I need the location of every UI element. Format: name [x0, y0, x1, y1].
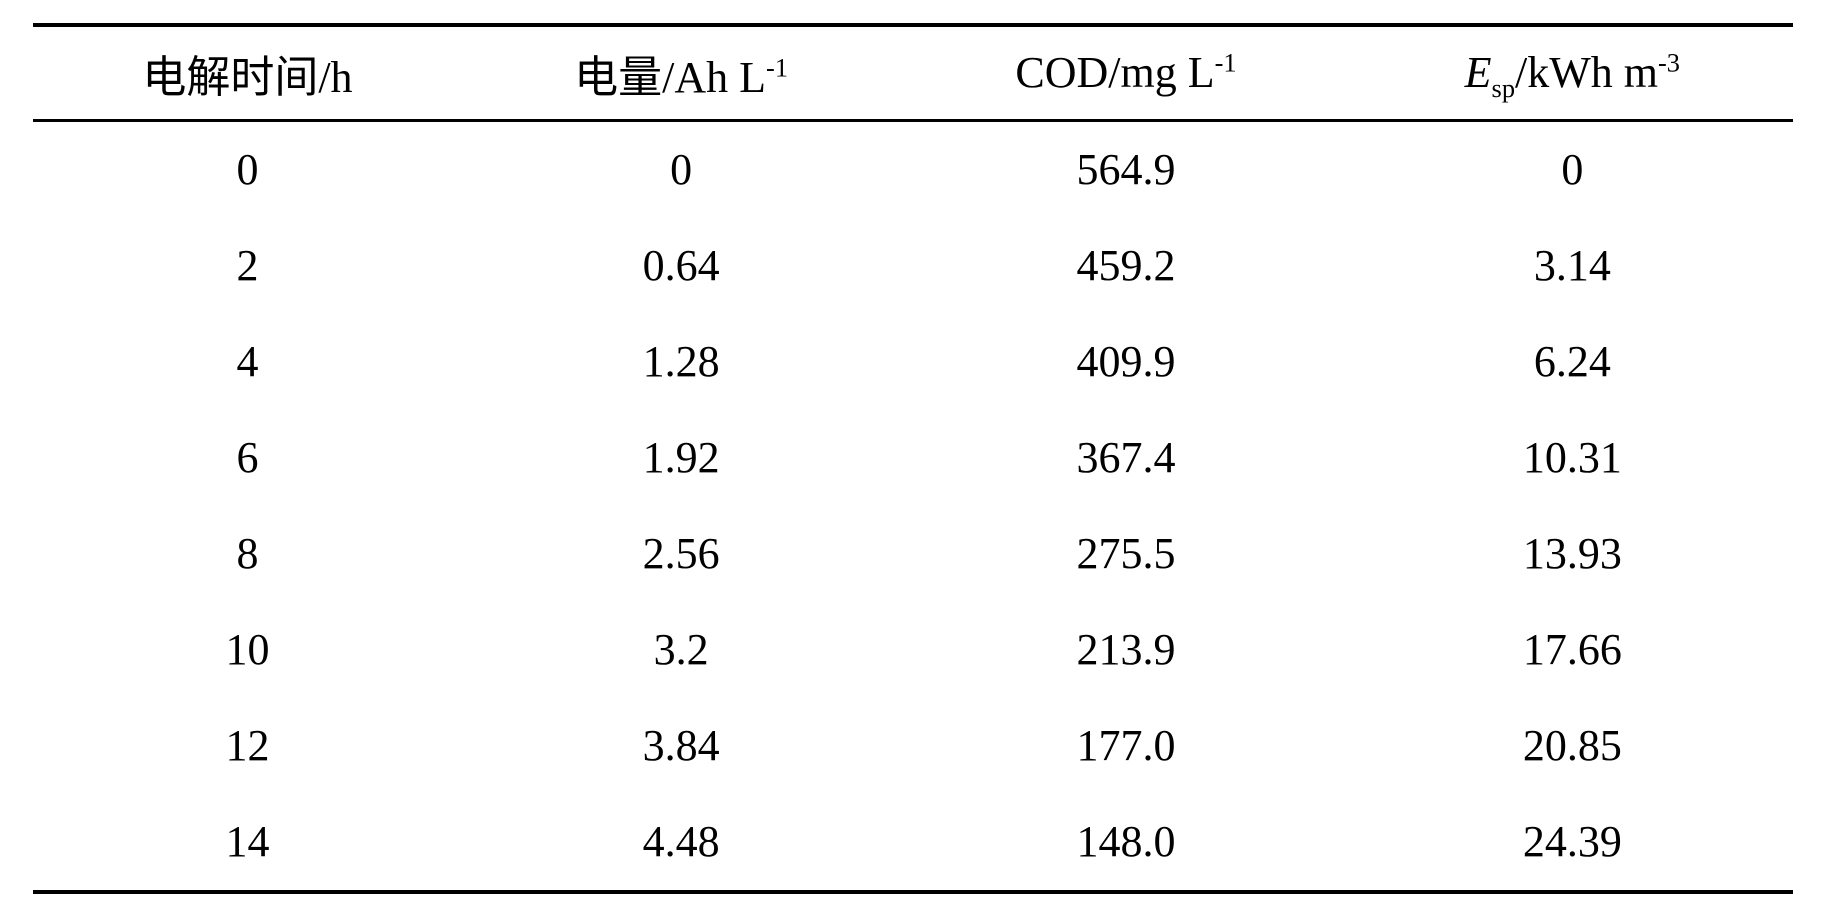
table-row: 10 3.2 213.9 17.66: [33, 602, 1793, 698]
table-cell: 17.66: [1352, 602, 1792, 698]
table-cell: 2: [33, 218, 463, 314]
table-header-row: 电解时间/h 电量/Ah L-1 COD/mg L-1 Esp/kWh m-3: [33, 25, 1793, 121]
table-cell: 148.0: [900, 794, 1352, 892]
col-header-2: COD/mg L-1: [900, 25, 1352, 121]
table-cell: 367.4: [900, 410, 1352, 506]
table-cell: 1.28: [462, 314, 899, 410]
table-cell: 177.0: [900, 698, 1352, 794]
table-cell: 4.48: [462, 794, 899, 892]
table-cell: 6.24: [1352, 314, 1792, 410]
table-cell: 10.31: [1352, 410, 1792, 506]
table-row: 2 0.64 459.2 3.14: [33, 218, 1793, 314]
table-cell: 1.92: [462, 410, 899, 506]
table-cell: 2.56: [462, 506, 899, 602]
table-row: 8 2.56 275.5 13.93: [33, 506, 1793, 602]
table-cell: 12: [33, 698, 463, 794]
table-cell: 0: [1352, 120, 1792, 218]
col-header-3: Esp/kWh m-3: [1352, 25, 1792, 121]
table-cell: 3.14: [1352, 218, 1792, 314]
data-table: 电解时间/h 电量/Ah L-1 COD/mg L-1 Esp/kWh m-3 …: [33, 23, 1793, 894]
table-cell: 459.2: [900, 218, 1352, 314]
table-container: 电解时间/h 电量/Ah L-1 COD/mg L-1 Esp/kWh m-3 …: [0, 0, 1825, 916]
table-cell: 409.9: [900, 314, 1352, 410]
table-cell: 20.85: [1352, 698, 1792, 794]
table-cell: 213.9: [900, 602, 1352, 698]
table-cell: 14: [33, 794, 463, 892]
table-cell: 0: [33, 120, 463, 218]
table-row: 12 3.84 177.0 20.85: [33, 698, 1793, 794]
table-row: 6 1.92 367.4 10.31: [33, 410, 1793, 506]
table-cell: 3.2: [462, 602, 899, 698]
table-cell: 3.84: [462, 698, 899, 794]
table-row: 0 0 564.9 0: [33, 120, 1793, 218]
table-cell: 4: [33, 314, 463, 410]
table-cell: 13.93: [1352, 506, 1792, 602]
table-row: 14 4.48 148.0 24.39: [33, 794, 1793, 892]
table-cell: 275.5: [900, 506, 1352, 602]
table-cell: 0: [462, 120, 899, 218]
table-cell: 564.9: [900, 120, 1352, 218]
table-cell: 8: [33, 506, 463, 602]
table-cell: 10: [33, 602, 463, 698]
table-cell: 24.39: [1352, 794, 1792, 892]
col-header-1: 电量/Ah L-1: [462, 25, 899, 121]
table-cell: 0.64: [462, 218, 899, 314]
table-row: 4 1.28 409.9 6.24: [33, 314, 1793, 410]
col-header-0: 电解时间/h: [33, 25, 463, 121]
table-cell: 6: [33, 410, 463, 506]
